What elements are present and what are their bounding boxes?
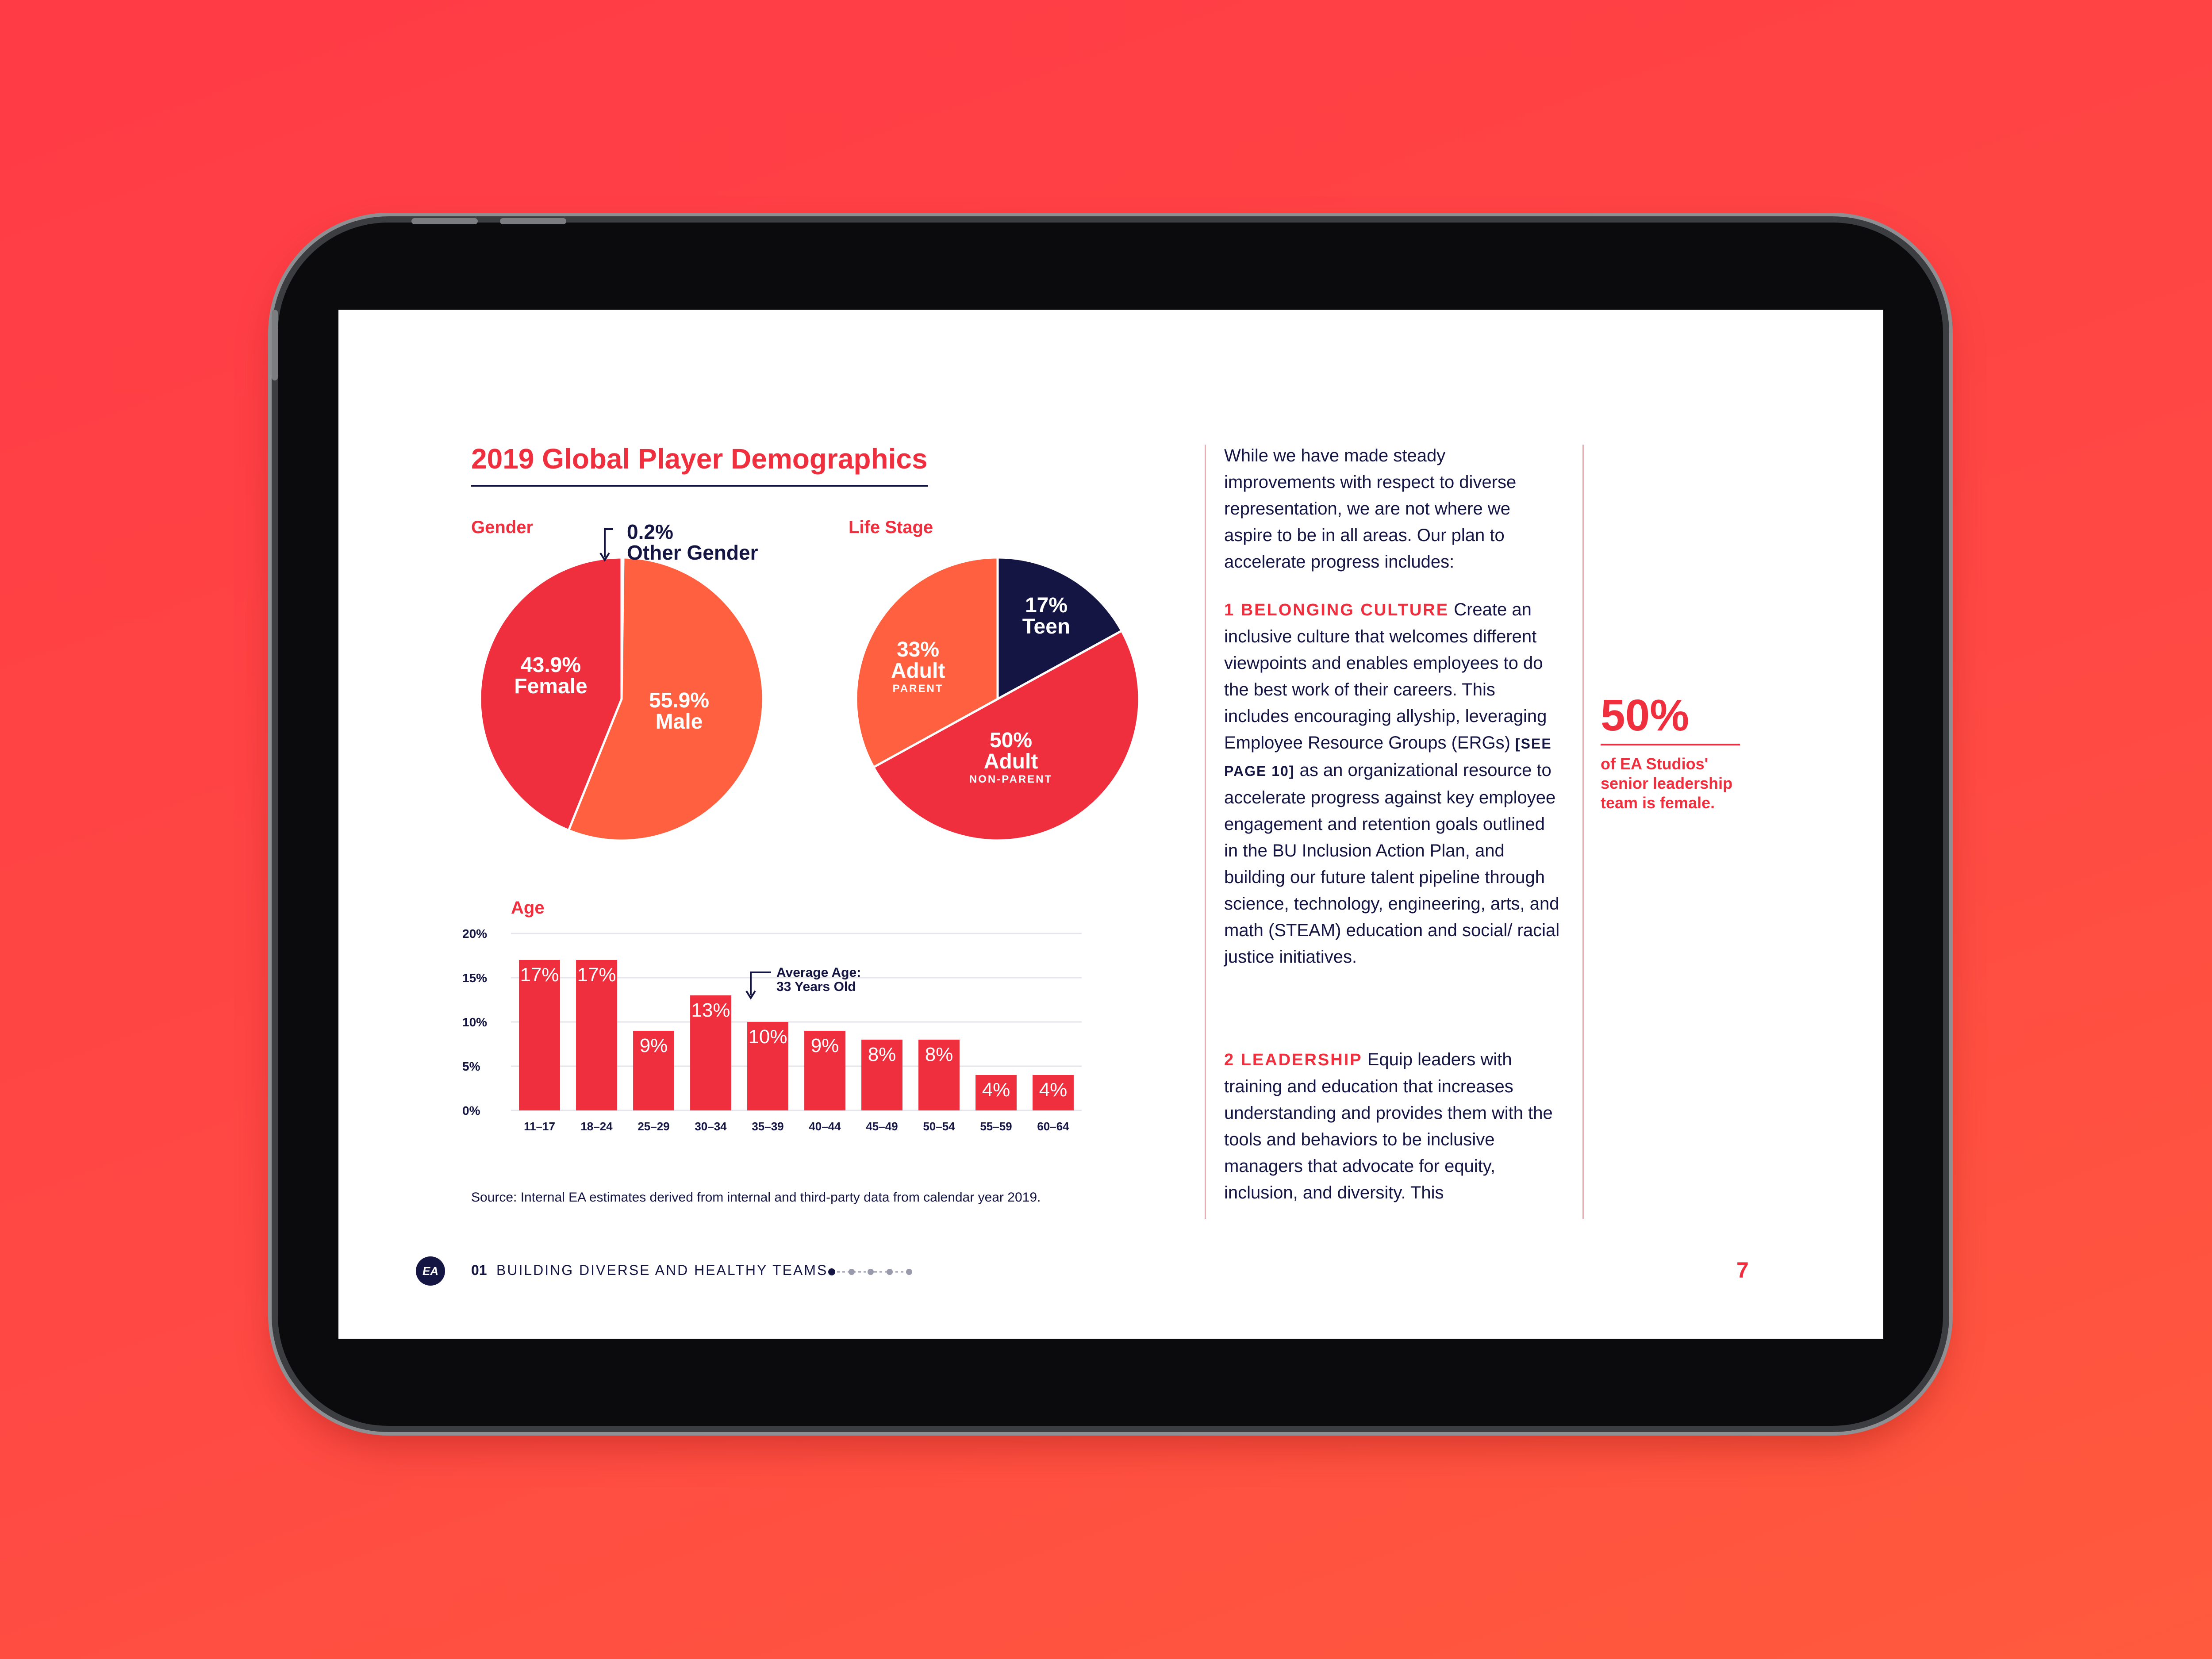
source-note: Source: Internal EA estimates derived fr… xyxy=(471,1190,1041,1205)
male-slice xyxy=(567,556,764,842)
male-slice-label: 55.9% Male xyxy=(649,689,710,733)
bar-value-label: 4% xyxy=(982,1079,1010,1101)
bar-value-label: 13% xyxy=(691,999,730,1021)
y-tick-label: 15% xyxy=(462,971,487,985)
x-tick-label: 25–29 xyxy=(637,1120,669,1133)
age-bar xyxy=(1033,1075,1074,1110)
y-tick-label: 0% xyxy=(462,1104,480,1118)
adult-nonparent-slice-label: 50% Adult NON-PARENT xyxy=(969,729,1053,785)
adult-parent-slice xyxy=(855,556,999,769)
female-slice xyxy=(479,556,623,832)
ea-logo: EA xyxy=(416,1256,445,1286)
age-bar xyxy=(918,1040,960,1110)
document-page: 2019 Global Player Demographics Gender 0… xyxy=(338,310,1883,1339)
age-bar xyxy=(519,960,560,1110)
y-tick-label: 5% xyxy=(462,1060,480,1073)
x-tick-label: 11–17 xyxy=(524,1120,555,1133)
age-bar xyxy=(975,1075,1017,1110)
other-gender-name: Other Gender xyxy=(627,541,758,564)
top-button-left xyxy=(411,218,478,224)
x-tick-label: 55–59 xyxy=(980,1120,1012,1133)
teen-slice-label: 17% Teen xyxy=(1022,594,1071,638)
age-bar xyxy=(690,995,731,1110)
column-divider-left xyxy=(1205,445,1206,1219)
age-label: Age xyxy=(511,898,545,918)
bar-value-label: 9% xyxy=(811,1035,839,1056)
age-bar xyxy=(576,960,617,1110)
life-stage-pie-chart xyxy=(855,556,1141,842)
x-tick-label: 50–54 xyxy=(923,1120,955,1133)
page-number: 7 xyxy=(1736,1258,1749,1283)
x-tick-label: 35–39 xyxy=(752,1120,783,1133)
age-bar xyxy=(861,1040,902,1110)
x-tick-label: 40–44 xyxy=(809,1120,841,1133)
callout-value: 50% xyxy=(1601,690,1740,745)
y-tick-label: 10% xyxy=(462,1015,487,1029)
leadership-paragraph: 2 LEADERSHIP Equip leaders with training… xyxy=(1224,1050,1553,1202)
x-tick-label: 45–49 xyxy=(866,1120,898,1133)
x-tick-label: 60–64 xyxy=(1037,1120,1069,1133)
bar-value-label: 9% xyxy=(640,1035,668,1056)
belonging-culture-paragraph: 1 BELONGING CULTURE Create an inclusive … xyxy=(1224,600,1560,967)
age-bar xyxy=(804,1031,845,1110)
section-progress-dots xyxy=(828,1268,912,1275)
callout-text: of EA Studios' senior leadership team is… xyxy=(1601,755,1733,812)
other-gender-value: 0.2% xyxy=(627,520,673,543)
age-bar xyxy=(747,1022,788,1110)
age-bar-chart: 17% 17% 9% 13% 10% 9% 8% 8% 4% 4% 0% 5% 10% 15% 20% 1… xyxy=(462,927,1082,1133)
average-age-pointer xyxy=(745,972,771,1000)
other-gender-pointer xyxy=(599,528,613,562)
bar-value-label: 4% xyxy=(1039,1079,1068,1101)
bar-value-label: 17% xyxy=(577,964,616,986)
footer-section-title: BUILDING DIVERSE AND HEALTHY TEAMS xyxy=(496,1262,828,1278)
adult-parent-slice-label: 33% Adult PARENT xyxy=(891,638,945,695)
leadership-heading: 2 LEADERSHIP xyxy=(1224,1051,1363,1069)
belonging-culture-heading: 1 BELONGING CULTURE xyxy=(1224,601,1449,619)
bar-value-label: 17% xyxy=(520,964,559,986)
footer-section-number: 01 xyxy=(471,1262,487,1278)
gender-pie-chart xyxy=(479,556,764,842)
bar-value-label: 10% xyxy=(748,1026,787,1048)
intro-paragraph: While we have made steady improvements w… xyxy=(1224,446,1517,572)
gender-label: Gender xyxy=(471,518,534,537)
x-tick-label: 18–24 xyxy=(580,1120,613,1133)
average-age-annotation: Average Age: 33 Years Old xyxy=(776,965,861,994)
top-button-right xyxy=(500,218,566,224)
x-tick-label: 30–34 xyxy=(695,1120,727,1133)
teen-slice xyxy=(996,556,1123,701)
page-title: 2019 Global Player Demographics xyxy=(471,442,928,487)
bar-value-label: 8% xyxy=(925,1044,953,1065)
adult-nonparent-slice xyxy=(872,629,1141,842)
y-tick-label: 20% xyxy=(462,927,487,941)
life-stage-label: Life Stage xyxy=(849,518,933,537)
female-slice-label: 43.9% Female xyxy=(514,653,588,698)
side-button xyxy=(272,310,278,380)
page-reference-link[interactable]: [SEE PAGE 10] xyxy=(1224,736,1552,779)
bar-value-label: 8% xyxy=(868,1044,896,1065)
age-bar xyxy=(633,1031,674,1110)
column-divider-right xyxy=(1582,445,1584,1219)
